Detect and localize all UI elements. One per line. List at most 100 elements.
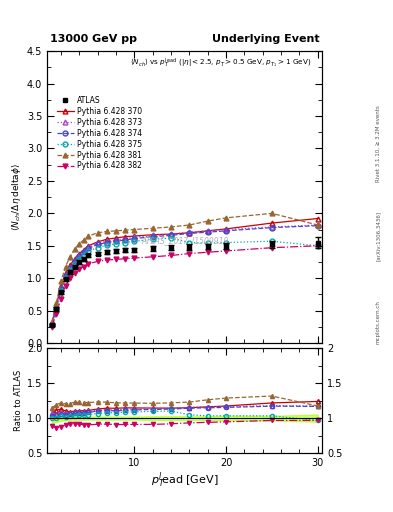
Pythia 6.428 375 <box>150 236 155 242</box>
Pythia 6.428 375 <box>315 243 320 249</box>
Pythia 6.428 375 <box>95 245 100 251</box>
Pythia 6.428 375 <box>114 241 118 247</box>
Pythia 6.428 370 <box>114 235 118 241</box>
Legend: ATLAS, Pythia 6.428 370, Pythia 6.428 373, Pythia 6.428 374, Pythia 6.428 375, P: ATLAS, Pythia 6.428 370, Pythia 6.428 37… <box>54 93 145 174</box>
Pythia 6.428 373 <box>81 248 86 254</box>
Pythia 6.428 374 <box>105 240 109 246</box>
Pythia 6.428 374 <box>59 286 63 292</box>
Pythia 6.428 381 <box>86 233 91 239</box>
Pythia 6.428 382 <box>50 324 54 330</box>
Pythia 6.428 382 <box>72 270 77 276</box>
Pythia 6.428 374 <box>123 237 127 243</box>
Pythia 6.428 374 <box>77 253 82 259</box>
Pythia 6.428 373 <box>77 252 82 258</box>
Pythia 6.428 382 <box>63 283 68 289</box>
Pythia 6.428 370 <box>187 230 192 236</box>
Pythia 6.428 381 <box>150 225 155 231</box>
Pythia 6.428 373 <box>205 228 210 234</box>
Pythia 6.428 375 <box>105 242 109 248</box>
Pythia 6.428 382 <box>105 257 109 263</box>
Pythia 6.428 370 <box>50 321 54 327</box>
Pythia 6.428 382 <box>205 249 210 255</box>
Y-axis label: Ratio to ATLAS: Ratio to ATLAS <box>14 370 23 431</box>
Pythia 6.428 375 <box>59 288 63 294</box>
Pythia 6.428 382 <box>169 252 173 259</box>
Line: Pythia 6.428 374: Pythia 6.428 374 <box>49 223 320 327</box>
Pythia 6.428 381 <box>132 226 137 232</box>
Pythia 6.428 381 <box>54 300 59 306</box>
Pythia 6.428 382 <box>95 258 100 264</box>
Pythia 6.428 374 <box>132 236 137 242</box>
Line: Pythia 6.428 382: Pythia 6.428 382 <box>49 243 320 329</box>
Pythia 6.428 382 <box>77 266 82 272</box>
Text: Rivet 3.1.10, ≥ 3.2M events: Rivet 3.1.10, ≥ 3.2M events <box>375 105 380 182</box>
Pythia 6.428 375 <box>123 240 127 246</box>
Pythia 6.428 374 <box>114 238 118 244</box>
Pythia 6.428 370 <box>224 226 228 232</box>
Pythia 6.428 370 <box>63 270 68 276</box>
Pythia 6.428 370 <box>123 233 127 240</box>
Pythia 6.428 381 <box>59 279 63 285</box>
Pythia 6.428 381 <box>114 228 118 234</box>
Pythia 6.428 370 <box>132 233 137 239</box>
Pythia 6.428 374 <box>95 241 100 247</box>
Pythia 6.428 373 <box>50 321 54 327</box>
Pythia 6.428 374 <box>150 233 155 240</box>
Pythia 6.428 370 <box>205 228 210 234</box>
Pythia 6.428 382 <box>114 257 118 263</box>
Pythia 6.428 373 <box>132 234 137 241</box>
Pythia 6.428 370 <box>169 231 173 237</box>
Pythia 6.428 382 <box>132 255 137 261</box>
Pythia 6.428 375 <box>187 240 192 246</box>
Pythia 6.428 374 <box>68 265 72 271</box>
Y-axis label: $\langle N_{ch}/ \Delta\eta\, \mathrm{delta}\phi \rangle$: $\langle N_{ch}/ \Delta\eta\, \mathrm{de… <box>10 163 23 231</box>
Pythia 6.428 374 <box>63 273 68 280</box>
Pythia 6.428 370 <box>68 262 72 268</box>
Pythia 6.428 375 <box>54 306 59 312</box>
Pythia 6.428 373 <box>54 304 59 310</box>
Pythia 6.428 381 <box>95 230 100 236</box>
Pythia 6.428 370 <box>150 231 155 238</box>
Pythia 6.428 373 <box>95 240 100 246</box>
Pythia 6.428 381 <box>270 210 274 217</box>
Text: mcplots.cern.ch: mcplots.cern.ch <box>375 301 380 345</box>
Pythia 6.428 373 <box>68 264 72 270</box>
Pythia 6.428 374 <box>72 258 77 264</box>
Pythia 6.428 381 <box>315 222 320 228</box>
Pythia 6.428 381 <box>77 241 82 247</box>
Pythia 6.428 382 <box>86 261 91 267</box>
Pythia 6.428 374 <box>81 249 86 255</box>
Pythia 6.428 381 <box>224 215 228 221</box>
Pythia 6.428 373 <box>105 238 109 244</box>
Pythia 6.428 381 <box>72 246 77 252</box>
Text: $\langle N_{ch}\rangle$ vs $p_T^{\mathrm{lead}}$ ($|\eta| < 2.5$, $p_T > 0.5$ Ge: $\langle N_{ch}\rangle$ vs $p_T^{\mathrm… <box>130 57 311 70</box>
Pythia 6.428 381 <box>205 218 210 224</box>
Pythia 6.428 370 <box>81 247 86 253</box>
Pythia 6.428 382 <box>68 275 72 281</box>
Pythia 6.428 374 <box>169 232 173 239</box>
Pythia 6.428 370 <box>105 236 109 242</box>
Pythia 6.428 381 <box>68 254 72 260</box>
Pythia 6.428 375 <box>81 252 86 258</box>
Pythia 6.428 370 <box>270 220 274 226</box>
Pythia 6.428 373 <box>187 229 192 235</box>
Pythia 6.428 381 <box>169 224 173 230</box>
Pythia 6.428 373 <box>63 272 68 278</box>
Pythia 6.428 373 <box>224 226 228 232</box>
Pythia 6.428 375 <box>77 255 82 262</box>
Text: ATLAS_2017_I1509919: ATLAS_2017_I1509919 <box>141 237 228 245</box>
Pythia 6.428 373 <box>86 244 91 250</box>
Pythia 6.428 374 <box>224 228 228 234</box>
Pythia 6.428 382 <box>270 245 274 251</box>
Pythia 6.428 375 <box>72 261 77 267</box>
Pythia 6.428 381 <box>81 237 86 243</box>
Pythia 6.428 373 <box>315 222 320 228</box>
Pythia 6.428 375 <box>270 238 274 244</box>
Pythia 6.428 375 <box>224 240 228 246</box>
Pythia 6.428 382 <box>187 250 192 257</box>
Pythia 6.428 382 <box>54 311 59 317</box>
Pythia 6.428 370 <box>95 239 100 245</box>
Pythia 6.428 375 <box>63 275 68 281</box>
Line: Pythia 6.428 381: Pythia 6.428 381 <box>49 211 320 325</box>
Line: Pythia 6.428 375: Pythia 6.428 375 <box>49 236 320 327</box>
